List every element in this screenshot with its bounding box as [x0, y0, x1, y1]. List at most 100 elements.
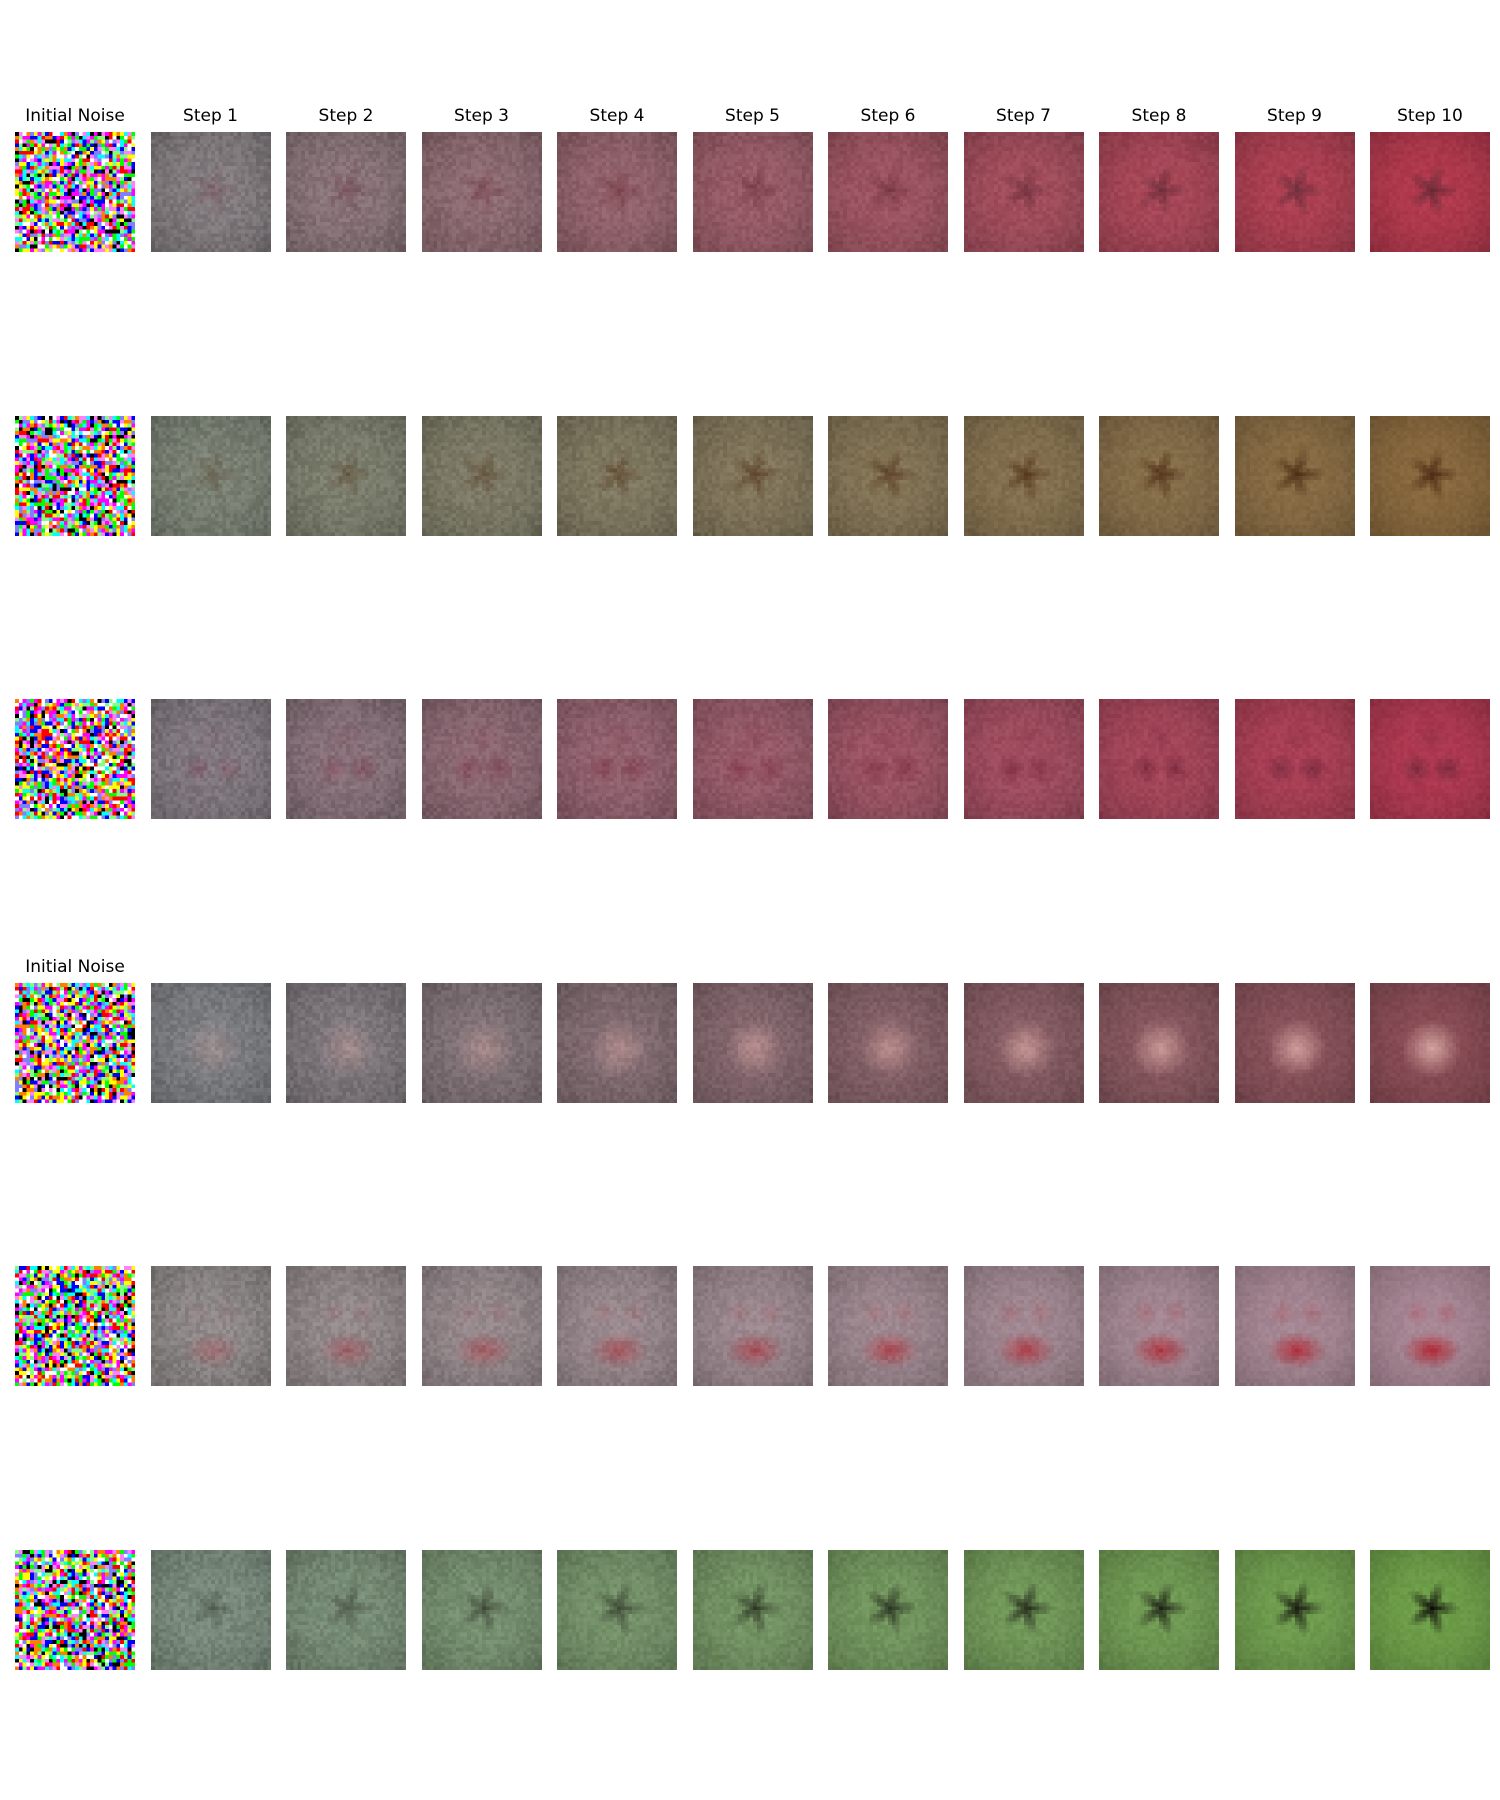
panel-title: Step 5 [725, 106, 780, 126]
step-canvas [286, 1549, 406, 1670]
noise-image [15, 1549, 135, 1670]
step-canvas [963, 982, 1084, 1103]
step-image [1099, 1266, 1219, 1386]
step-canvas [692, 132, 813, 252]
step-image [1370, 699, 1490, 819]
step-image [692, 132, 813, 252]
step-image [557, 699, 677, 819]
step-image [1234, 1266, 1355, 1386]
panel-title: Step 9 [1267, 106, 1322, 126]
step-canvas [1370, 415, 1490, 536]
step-image [286, 1549, 406, 1670]
step-canvas [150, 132, 271, 252]
step-canvas [286, 982, 406, 1103]
step-image [421, 132, 542, 252]
step-image [286, 415, 406, 536]
step-image [828, 1549, 948, 1670]
step-image [557, 982, 677, 1103]
step-image [286, 1266, 406, 1386]
step-image [150, 132, 271, 252]
step-canvas [1370, 1266, 1490, 1386]
step-image [963, 982, 1084, 1103]
step-image [150, 1549, 271, 1670]
step-image [1234, 699, 1355, 819]
step-canvas [963, 132, 1084, 252]
step-canvas [1099, 1266, 1219, 1386]
step-canvas [421, 699, 542, 819]
step-canvas [1370, 982, 1490, 1103]
step-canvas [1234, 699, 1355, 819]
step-canvas [1234, 1549, 1355, 1670]
step-canvas [421, 415, 542, 536]
step-canvas [692, 1549, 813, 1670]
step-canvas [557, 1266, 677, 1386]
step-image [963, 1549, 1084, 1670]
step-image [1370, 1549, 1490, 1670]
step-canvas [963, 1266, 1084, 1386]
step-image [286, 982, 406, 1103]
step-image [150, 1266, 271, 1386]
panel-title: Step 1 [183, 106, 238, 126]
step-image [1370, 982, 1490, 1103]
step-image [828, 982, 948, 1103]
step-image [963, 415, 1084, 536]
noise-image [15, 1266, 135, 1386]
step-canvas [150, 415, 271, 536]
step-canvas [421, 1266, 542, 1386]
step-canvas [828, 1549, 948, 1670]
panel-title: Step 6 [860, 106, 916, 126]
step-canvas [150, 699, 271, 819]
step-canvas [1099, 415, 1219, 536]
step-canvas [286, 1266, 406, 1386]
step-image [557, 132, 677, 252]
step-image [828, 1266, 948, 1386]
noise-canvas [15, 1549, 135, 1670]
step-image [286, 699, 406, 819]
step-canvas [828, 982, 948, 1103]
step-image [421, 699, 542, 819]
step-canvas [421, 132, 542, 252]
noise-canvas [15, 699, 135, 819]
step-image [828, 132, 948, 252]
step-image [1099, 132, 1219, 252]
step-image [1234, 132, 1355, 252]
noise-image [15, 132, 135, 252]
step-canvas [963, 699, 1084, 819]
step-canvas [150, 982, 271, 1103]
step-image [150, 415, 271, 536]
step-canvas [1234, 132, 1355, 252]
step-image [828, 699, 948, 819]
step-image [1370, 415, 1490, 536]
step-canvas [1234, 982, 1355, 1103]
step-image [1370, 132, 1490, 252]
step-image [1099, 699, 1219, 819]
step-canvas [150, 1549, 271, 1670]
step-canvas [557, 699, 677, 819]
step-image [692, 1266, 813, 1386]
step-image [963, 699, 1084, 819]
noise-image [15, 415, 135, 536]
step-image [963, 1266, 1084, 1386]
step-image [1099, 982, 1219, 1103]
step-image [692, 1549, 813, 1670]
step-canvas [1234, 415, 1355, 536]
step-image [963, 132, 1084, 252]
step-image [557, 1549, 677, 1670]
step-canvas [421, 982, 542, 1103]
panel-title: Step 10 [1397, 106, 1463, 126]
step-canvas [557, 982, 677, 1103]
step-canvas [1099, 1549, 1219, 1670]
step-canvas [557, 1549, 677, 1670]
step-image [692, 415, 813, 536]
step-image [1234, 1549, 1355, 1670]
step-canvas [1099, 132, 1219, 252]
step-canvas [963, 1549, 1084, 1670]
step-canvas [692, 699, 813, 819]
step-image [557, 1266, 677, 1386]
panel-title: Initial Noise [25, 956, 125, 977]
step-image [421, 415, 542, 536]
noise-canvas [15, 1266, 135, 1386]
step-canvas [421, 1549, 542, 1670]
step-image [421, 982, 542, 1103]
step-image [692, 699, 813, 819]
